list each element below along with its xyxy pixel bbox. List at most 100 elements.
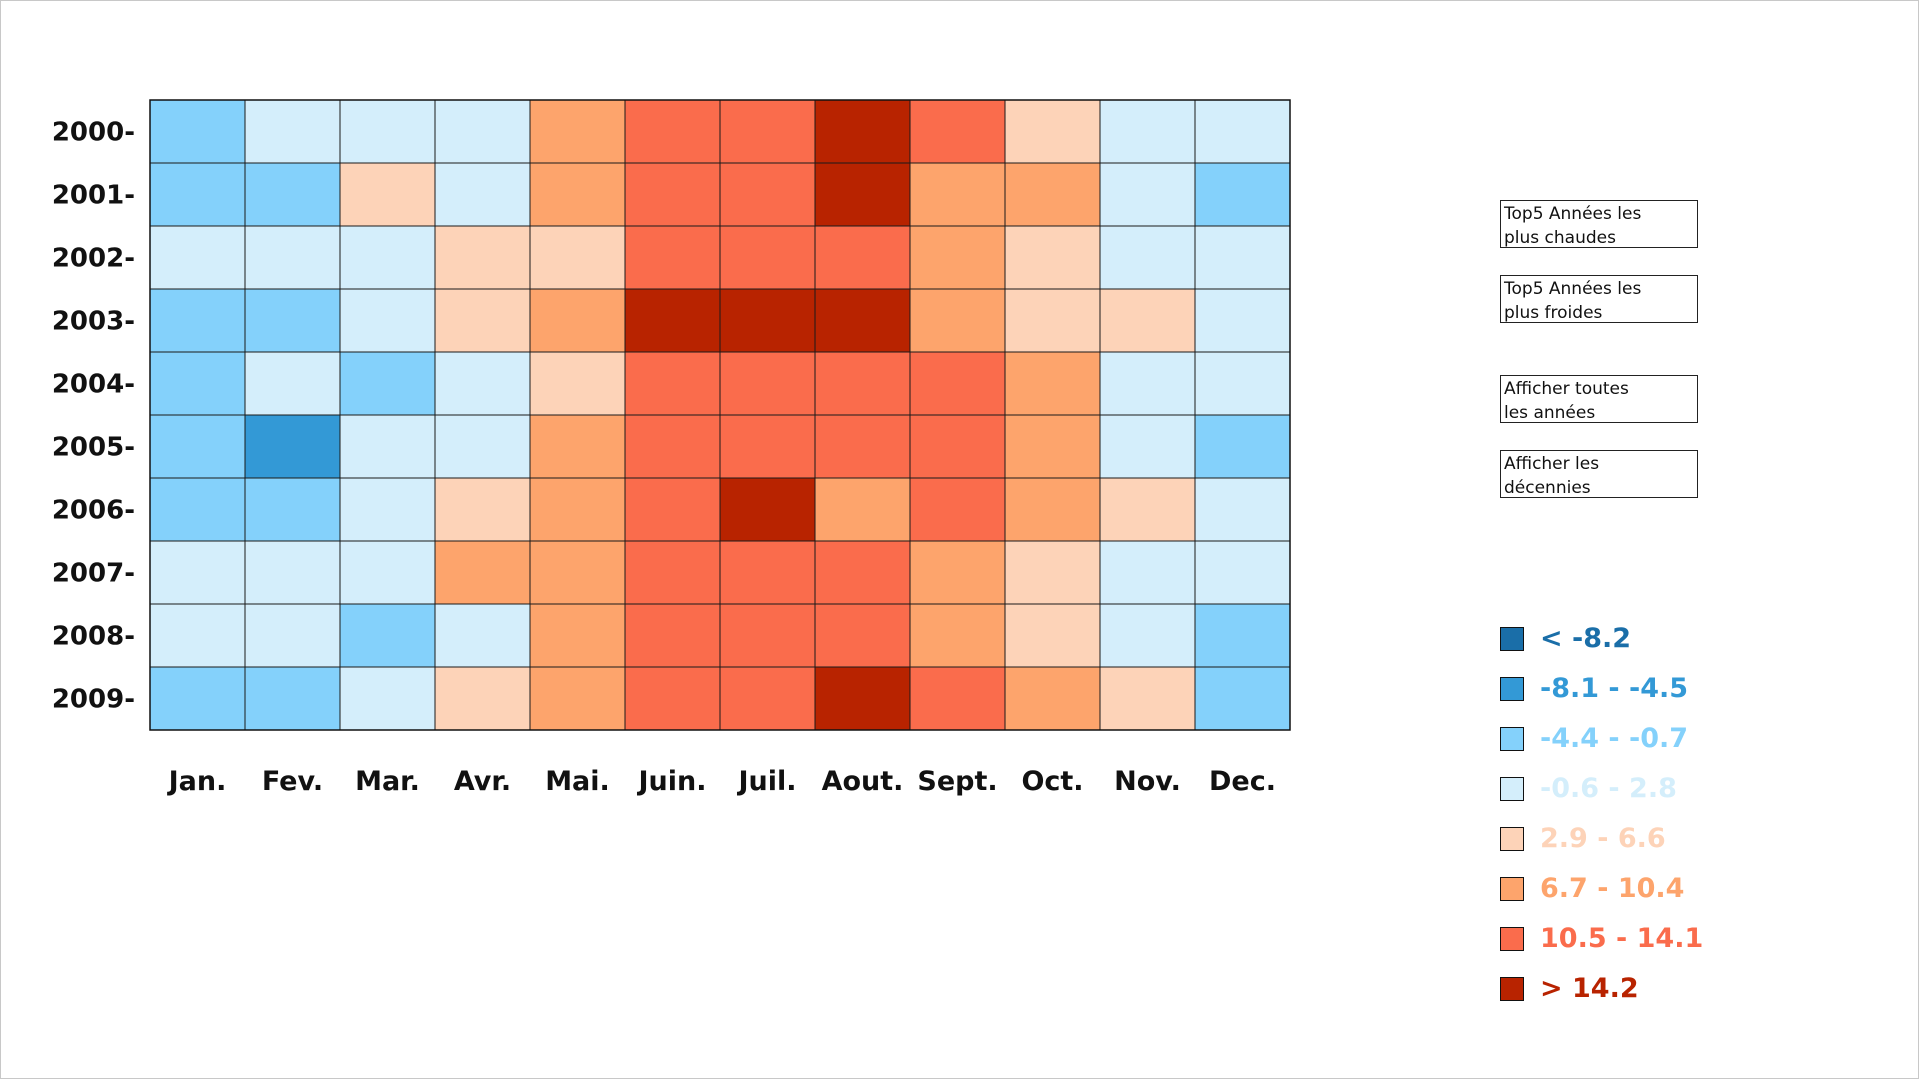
y-tick-label: 2001- bbox=[52, 181, 135, 211]
legend-label: > 14.2 bbox=[1540, 973, 1639, 1004]
heatmap-cell bbox=[339, 540, 436, 605]
y-tick-label: 2000- bbox=[52, 118, 135, 148]
heatmap-cell bbox=[244, 540, 341, 605]
heatmap-cell bbox=[149, 351, 246, 416]
legend-swatch bbox=[1500, 927, 1524, 951]
x-tick-label: Juil. bbox=[736, 766, 796, 797]
heatmap-cell bbox=[624, 477, 721, 542]
legend-label: < -8.2 bbox=[1540, 623, 1632, 654]
heatmap-cell bbox=[149, 99, 246, 164]
heatmap-cell bbox=[1099, 414, 1196, 479]
legend-swatch bbox=[1500, 827, 1524, 851]
x-tick-label: Fev. bbox=[262, 766, 323, 797]
y-tick-label: 2004- bbox=[52, 370, 135, 400]
heatmap-cell bbox=[719, 351, 816, 416]
heatmap-cell bbox=[149, 162, 246, 227]
heatmap-cell bbox=[814, 162, 911, 227]
x-tick-label: Mar. bbox=[355, 766, 420, 797]
heatmap-cell bbox=[624, 351, 721, 416]
show-all-years-button[interactable]: Afficher toutes les années bbox=[1500, 375, 1698, 423]
heatmap-cell bbox=[719, 414, 816, 479]
heatmap-cell bbox=[149, 288, 246, 353]
x-tick-label: Nov. bbox=[1114, 766, 1181, 797]
heatmap-cell bbox=[434, 477, 531, 542]
legend-swatch bbox=[1500, 677, 1524, 701]
legend-swatch bbox=[1500, 777, 1524, 801]
heatmap-cell bbox=[1004, 288, 1101, 353]
heatmap-cell bbox=[909, 162, 1006, 227]
y-tick-label: 2003- bbox=[52, 307, 135, 337]
heatmap-cell bbox=[814, 288, 911, 353]
heatmap-cell bbox=[624, 288, 721, 353]
heatmap-cell bbox=[529, 414, 626, 479]
heatmap-cell bbox=[624, 603, 721, 668]
heatmap-cell bbox=[1004, 351, 1101, 416]
x-tick-label: Mai. bbox=[545, 766, 610, 797]
heatmap-cell bbox=[1099, 540, 1196, 605]
heatmap-cell bbox=[1099, 351, 1196, 416]
heatmap-cell bbox=[1194, 162, 1291, 227]
show-decades-button[interactable]: Afficher les décennies bbox=[1500, 450, 1698, 498]
heatmap-cell bbox=[244, 162, 341, 227]
heatmap-cell bbox=[434, 225, 531, 290]
heatmap-cell bbox=[909, 603, 1006, 668]
heatmap-cell bbox=[434, 666, 531, 731]
legend-swatch bbox=[1500, 627, 1524, 651]
heatmap-cell bbox=[1194, 288, 1291, 353]
x-tick-label: Dec. bbox=[1209, 766, 1276, 797]
legend-label: 2.9 - 6.6 bbox=[1540, 823, 1666, 854]
top5-coldest-years-button[interactable]: Top5 Années les plus froides bbox=[1500, 275, 1698, 323]
x-tick-label: Avr. bbox=[454, 766, 511, 797]
x-tick-label: Aout. bbox=[822, 766, 904, 797]
x-tick-label: Oct. bbox=[1021, 766, 1083, 797]
heatmap-cell bbox=[1004, 540, 1101, 605]
legend-swatch bbox=[1500, 877, 1524, 901]
legend-swatch bbox=[1500, 727, 1524, 751]
button-label-line-1: Afficher toutes bbox=[1504, 379, 1629, 399]
heatmap-cell bbox=[529, 477, 626, 542]
button-label-line-2: décennies bbox=[1504, 478, 1591, 498]
heatmap-cell bbox=[719, 225, 816, 290]
y-tick-label: 2008- bbox=[52, 622, 135, 652]
heatmap-cell bbox=[529, 603, 626, 668]
top5-hottest-years-button[interactable]: Top5 Années les plus chaudes bbox=[1500, 200, 1698, 248]
button-label-line-2: plus chaudes bbox=[1504, 228, 1616, 248]
heatmap-cell bbox=[1194, 99, 1291, 164]
legend-label: -8.1 - -4.5 bbox=[1540, 673, 1689, 704]
heatmap-cell bbox=[339, 99, 436, 164]
heatmap-chart: 2000- 2001- 2002- 2003- 2004- 2005- 2006- 2007-… bbox=[52, 99, 1291, 797]
heatmap-cell bbox=[719, 162, 816, 227]
heatmap-cell bbox=[1194, 477, 1291, 542]
button-label-line-2: plus froides bbox=[1504, 303, 1603, 323]
legend-label: 10.5 - 14.1 bbox=[1540, 923, 1704, 954]
y-tick-label: 2005- bbox=[52, 433, 135, 463]
heatmap-cell bbox=[1099, 666, 1196, 731]
y-tick-label: 2006- bbox=[52, 496, 135, 526]
heatmap-cell bbox=[814, 225, 911, 290]
button-label-line-2: les années bbox=[1504, 403, 1596, 423]
heatmap-cell bbox=[1194, 414, 1291, 479]
heatmap-cell bbox=[909, 225, 1006, 290]
heatmap-cell bbox=[624, 666, 721, 731]
heatmap-cell bbox=[719, 477, 816, 542]
heatmap-cell bbox=[814, 351, 911, 416]
heatmap-cell bbox=[909, 666, 1006, 731]
heatmap-cell bbox=[434, 351, 531, 416]
legend-label: -0.6 - 2.8 bbox=[1540, 773, 1677, 804]
heatmap-cell bbox=[529, 666, 626, 731]
heatmap-cell bbox=[1099, 477, 1196, 542]
heatmap-cell bbox=[149, 603, 246, 668]
heatmap-cell bbox=[529, 351, 626, 416]
heatmap-cell bbox=[909, 288, 1006, 353]
heatmap-cell bbox=[1099, 603, 1196, 668]
heatmap-cell bbox=[339, 666, 436, 731]
heatmap-cell bbox=[1099, 225, 1196, 290]
heatmap-cell bbox=[1004, 225, 1101, 290]
heatmap-cell bbox=[244, 225, 341, 290]
heatmap-cell bbox=[149, 477, 246, 542]
legend-label: 6.7 - 10.4 bbox=[1540, 873, 1685, 904]
heatmap-cell bbox=[719, 540, 816, 605]
heatmap-cell bbox=[339, 351, 436, 416]
heatmap-cell bbox=[814, 603, 911, 668]
heatmap-cell bbox=[814, 666, 911, 731]
